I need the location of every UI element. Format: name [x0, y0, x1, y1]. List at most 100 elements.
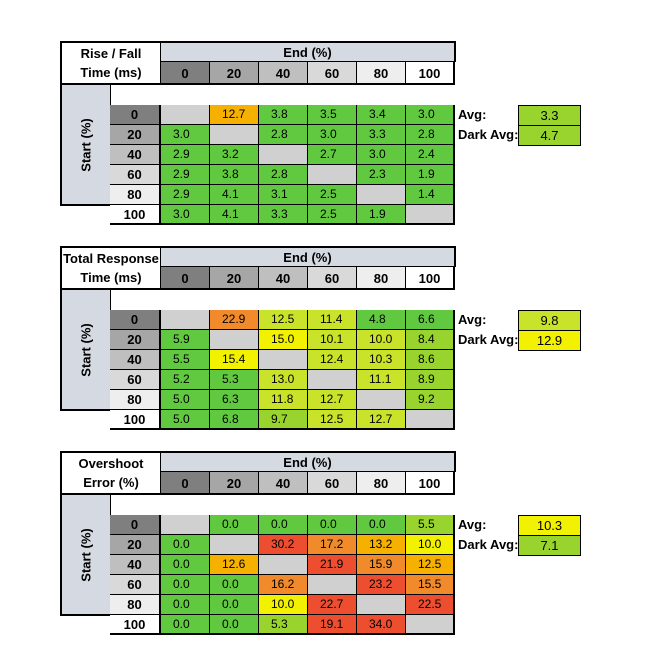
table-cell: 13.0	[259, 370, 308, 390]
table-cell: 2.5	[308, 205, 357, 225]
table-cell: 3.0	[406, 105, 455, 125]
avg-label: Avg:	[458, 107, 487, 122]
table-cell: 10.1	[308, 330, 357, 350]
start-row-header: 60	[110, 575, 161, 595]
start-row-header: 80	[110, 595, 161, 615]
table-cell: 23.2	[357, 575, 406, 595]
avg-label: Avg:	[458, 312, 487, 327]
table-cell	[308, 575, 357, 595]
end-col-header: 60	[308, 62, 357, 85]
table-cell: 1.4	[406, 185, 455, 205]
table-cell: 3.1	[259, 185, 308, 205]
dark-avg-label: Dark Avg:	[458, 127, 519, 142]
table-cell: 0.0	[161, 575, 210, 595]
table-cell: 0.0	[161, 535, 210, 555]
table-cell: 19.1	[308, 615, 357, 635]
table-cell: 3.0	[308, 125, 357, 145]
start-axis-header: Start (%)	[60, 495, 111, 616]
end-col-header: 100	[406, 62, 455, 85]
start-row-header: 0	[110, 515, 161, 535]
table-cell: 17.2	[308, 535, 357, 555]
start-axis-header: Start (%)	[60, 85, 111, 206]
table-cell: 5.5	[406, 515, 455, 535]
table-cell: 3.0	[161, 125, 210, 145]
table-cell: 0.0	[161, 595, 210, 615]
table-title-line2: Time (ms)	[80, 64, 142, 80]
table-cell: 3.0	[357, 145, 406, 165]
table-cell: 22.7	[308, 595, 357, 615]
end-col-header: 60	[308, 267, 357, 290]
dark-avg-value: 12.9	[518, 330, 581, 351]
start-row-header: 80	[110, 185, 161, 205]
table-cell: 10.0	[357, 330, 406, 350]
table-cell: 1.9	[357, 205, 406, 225]
table-cell: 15.5	[406, 575, 455, 595]
table-cell: 5.3	[210, 370, 259, 390]
end-col-header: 40	[259, 472, 308, 495]
table-cell: 9.2	[406, 390, 455, 410]
table-cell: 0.0	[210, 615, 259, 635]
table-cell: 2.5	[308, 185, 357, 205]
table-cell	[210, 330, 259, 350]
table-cell: 3.8	[210, 165, 259, 185]
table-cell	[161, 310, 210, 330]
table-cell: 2.7	[308, 145, 357, 165]
end-col-header: 100	[406, 472, 455, 495]
table-cell: 2.4	[406, 145, 455, 165]
table-cell	[210, 125, 259, 145]
table-cell: 0.0	[161, 555, 210, 575]
start-row-header: 60	[110, 165, 161, 185]
table-cell: 3.5	[308, 105, 357, 125]
table-cell	[210, 535, 259, 555]
table-cell: 10.0	[259, 595, 308, 615]
table-cell: 2.8	[259, 165, 308, 185]
start-axis-label: Start (%)	[78, 117, 94, 172]
avg-value: 10.3	[518, 515, 581, 535]
table-cell: 8.6	[406, 350, 455, 370]
table-cell	[259, 350, 308, 370]
table-cell: 3.2	[210, 145, 259, 165]
table-cell	[161, 105, 210, 125]
end-col-header: 80	[357, 472, 406, 495]
end-col-header: 80	[357, 62, 406, 85]
start-row-header: 40	[110, 350, 161, 370]
end-axis-header: End (%)	[161, 41, 456, 62]
table-title: Rise / Fall Time (ms)	[60, 41, 161, 85]
table-cell: 6.8	[210, 410, 259, 430]
table-cell: 0.0	[308, 515, 357, 535]
table-cell: 3.3	[259, 205, 308, 225]
start-row-header: 80	[110, 390, 161, 410]
table-cell: 4.1	[210, 185, 259, 205]
end-col-header: 0	[161, 472, 210, 495]
avg-value: 9.8	[518, 310, 581, 330]
table-cell: 3.4	[357, 105, 406, 125]
table-title-line2: Time (ms)	[80, 269, 142, 285]
table-cell: 9.7	[259, 410, 308, 430]
table-cell: 0.0	[357, 515, 406, 535]
end-col-header: 40	[259, 62, 308, 85]
response-table-2: Total Response Time (ms) End (%) Start (%) 0…	[60, 246, 646, 430]
table-cell: 16.2	[259, 575, 308, 595]
table-title-line1: Overshoot	[78, 455, 144, 471]
table-cell: 0.0	[161, 615, 210, 635]
start-row-header: 100	[110, 615, 161, 635]
avg-label: Avg:	[458, 517, 487, 532]
dark-avg-label: Dark Avg:	[458, 332, 519, 347]
table-cell: 0.0	[210, 595, 259, 615]
start-axis-header: Start (%)	[60, 290, 111, 411]
end-col-header: 0	[161, 62, 210, 85]
table-title-line1: Total Response	[63, 250, 159, 266]
table-cell	[357, 185, 406, 205]
table-cell: 1.9	[406, 165, 455, 185]
table-cell	[357, 595, 406, 615]
table-cell: 12.7	[210, 105, 259, 125]
start-row-header: 100	[110, 410, 161, 430]
start-row-header: 40	[110, 555, 161, 575]
table-cell: 15.9	[357, 555, 406, 575]
table-cell: 10.3	[357, 350, 406, 370]
table-cell: 2.9	[161, 185, 210, 205]
start-row-header: 40	[110, 145, 161, 165]
table-cell: 21.9	[308, 555, 357, 575]
table-cell: 3.0	[161, 205, 210, 225]
table-title-line2: Error (%)	[83, 474, 139, 490]
